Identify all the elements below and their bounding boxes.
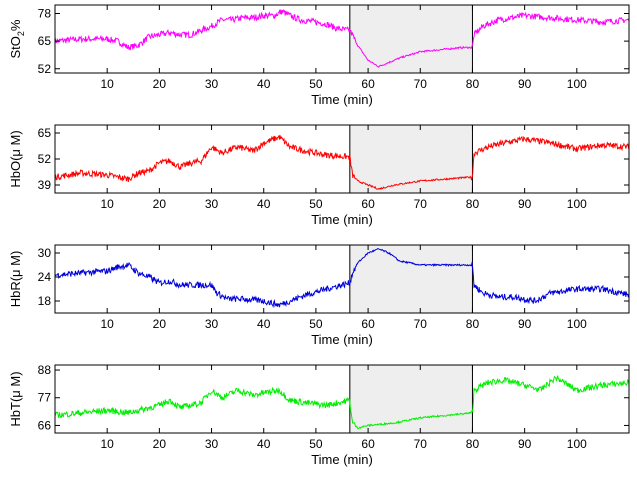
x-tick-label: 70 xyxy=(414,317,428,331)
axes-frame xyxy=(54,244,630,314)
x-tick-label: 30 xyxy=(205,437,219,451)
x-tick-label: 20 xyxy=(153,197,167,211)
shaded-interval xyxy=(349,125,473,193)
x-tick-label: 10 xyxy=(101,197,115,211)
y-tick-label: 30 xyxy=(38,246,52,260)
x-tick-label: 40 xyxy=(257,437,271,451)
x-tick-label: 30 xyxy=(205,317,219,331)
y-tick-label: 78 xyxy=(38,7,52,21)
y-axis-label: StO2% xyxy=(8,19,26,58)
x-tick-label: 40 xyxy=(257,197,271,211)
shaded-interval xyxy=(349,5,473,73)
x-tick-label: 80 xyxy=(466,437,480,451)
x-tick-label: 80 xyxy=(466,77,480,91)
x-tick-label: 30 xyxy=(205,197,219,211)
x-axis-label: Time (min) xyxy=(311,92,373,107)
series-line xyxy=(54,9,630,68)
x-tick-label: 60 xyxy=(361,197,375,211)
y-tick-label: 88 xyxy=(38,363,52,377)
x-tick-label: 50 xyxy=(309,317,323,331)
y-axis-label: HbR(μ M) xyxy=(8,251,23,308)
x-tick-label: 20 xyxy=(153,437,167,451)
x-tick-label: 50 xyxy=(309,437,323,451)
y-axis-label: HbO(μ M) xyxy=(8,130,23,187)
x-tick-label: 10 xyxy=(101,437,115,451)
series-line xyxy=(54,375,630,430)
y-tick-label: 39 xyxy=(38,178,52,192)
x-tick-label: 100 xyxy=(567,77,587,91)
axes-frame xyxy=(54,364,630,434)
axes-frame xyxy=(54,4,630,74)
panel-3: 10 20 30 40 50 60 70 80 90 100 18 24 30 Time (min) HbR… xyxy=(8,244,630,347)
axes-frame xyxy=(54,124,630,194)
series-line xyxy=(54,248,630,308)
x-axis-label: Time (min) xyxy=(311,212,373,227)
x-tick-label: 20 xyxy=(153,317,167,331)
y-axis-label: HbT(μ M) xyxy=(8,371,23,426)
x-tick-label: 40 xyxy=(257,317,271,331)
x-tick-label: 100 xyxy=(567,197,587,211)
y-tick-label: 18 xyxy=(38,294,52,308)
x-tick-label: 70 xyxy=(414,77,428,91)
y-tick-label: 52 xyxy=(38,62,52,76)
x-tick-label: 70 xyxy=(414,437,428,451)
x-tick-label: 100 xyxy=(567,317,587,331)
y-tick-label: 24 xyxy=(38,270,52,284)
x-tick-label: 50 xyxy=(309,77,323,91)
x-tick-label: 60 xyxy=(361,317,375,331)
y-tick-label: 65 xyxy=(38,126,52,140)
series-line xyxy=(54,134,630,191)
x-tick-label: 80 xyxy=(466,317,480,331)
panel-1: 10 20 30 40 50 60 70 80 90 100 52 65 78 Time (min) StO… xyxy=(8,4,630,107)
x-tick-label: 60 xyxy=(361,437,375,451)
x-tick-label: 90 xyxy=(518,437,532,451)
x-tick-label: 90 xyxy=(518,317,532,331)
x-axis-label: Time (min) xyxy=(311,452,373,467)
x-tick-label: 80 xyxy=(466,197,480,211)
x-tick-label: 20 xyxy=(153,77,167,91)
x-tick-label: 30 xyxy=(205,77,219,91)
x-axis-label: Time (min) xyxy=(311,332,373,347)
shaded-interval xyxy=(349,365,473,433)
x-tick-label: 50 xyxy=(309,197,323,211)
x-tick-label: 10 xyxy=(101,77,115,91)
x-tick-label: 70 xyxy=(414,197,428,211)
panel-4: 10 20 30 40 50 60 70 80 90 100 66 77 88 Time (min) HbT… xyxy=(8,363,630,467)
shaded-interval xyxy=(349,245,473,313)
y-tick-label: 52 xyxy=(38,152,52,166)
y-tick-label: 66 xyxy=(38,418,52,432)
y-tick-label: 65 xyxy=(38,34,52,48)
y-tick-label: 77 xyxy=(38,391,52,405)
x-tick-label: 90 xyxy=(518,197,532,211)
x-tick-label: 40 xyxy=(257,77,271,91)
x-tick-label: 100 xyxy=(567,437,587,451)
x-tick-label: 60 xyxy=(361,77,375,91)
x-tick-label: 10 xyxy=(101,317,115,331)
panel-2: 10 20 30 40 50 60 70 80 90 100 39 52 65 Time (min) HbO… xyxy=(8,124,630,227)
x-tick-label: 90 xyxy=(518,77,532,91)
